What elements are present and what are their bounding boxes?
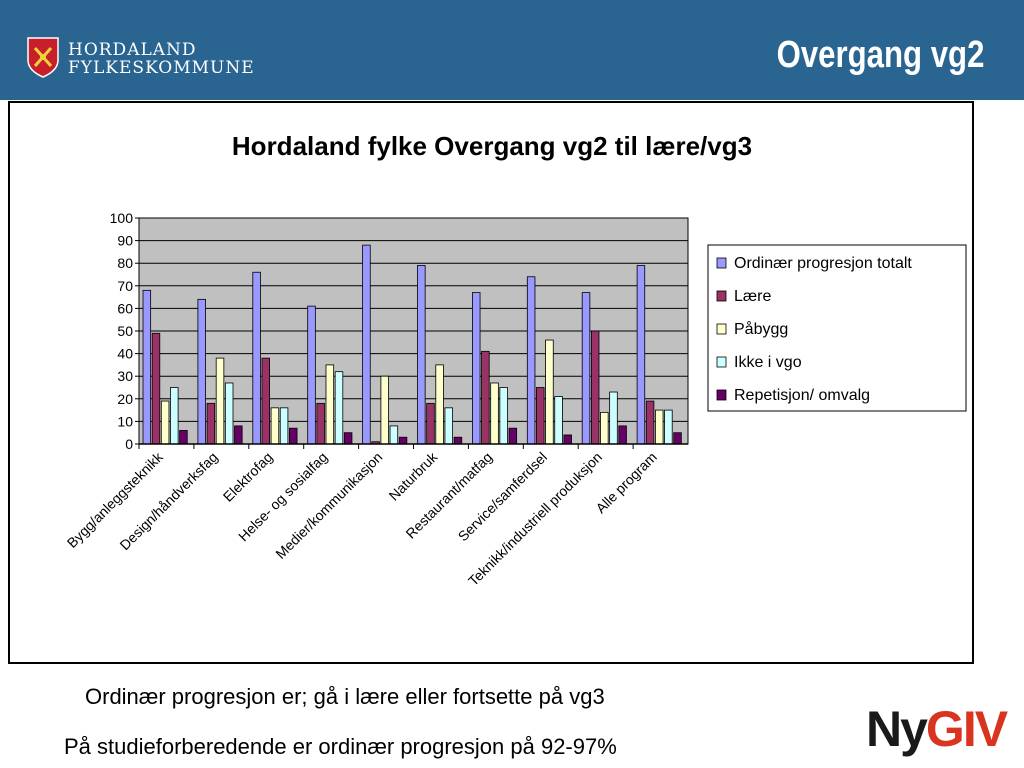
- legend-swatch: [716, 389, 727, 401]
- hordaland-shield-icon: [27, 37, 59, 78]
- x-tick-label: Naturbruk: [386, 448, 441, 503]
- x-tick-label: Design/håndverksfag: [116, 449, 220, 553]
- bar: [609, 391, 618, 445]
- y-tick-label: 80: [117, 255, 133, 271]
- y-tick-label: 100: [110, 210, 134, 226]
- bar: [444, 407, 454, 445]
- bar: [590, 330, 600, 445]
- y-tick-label: 50: [117, 323, 133, 339]
- bar: [261, 357, 270, 445]
- bar: [536, 387, 545, 445]
- legend-label: Repetisjon/ omvalg: [734, 387, 870, 404]
- bar: [673, 432, 682, 445]
- bar: [215, 357, 225, 445]
- legend-label: Ordinær progresjon totalt: [734, 255, 912, 272]
- y-tick-label: 90: [117, 233, 133, 249]
- legend-label: Lære: [734, 288, 771, 305]
- bar-chart: Hordaland fylke Overgang vg2 til lære/vg…: [64, 131, 967, 589]
- y-tick-label: 70: [117, 278, 133, 294]
- bar: [234, 425, 243, 445]
- y-tick-label: 0: [125, 436, 133, 452]
- bar: [160, 400, 170, 445]
- bar: [435, 364, 444, 445]
- bar: [417, 265, 426, 445]
- bar: [600, 411, 609, 445]
- legend-swatch: [716, 356, 727, 368]
- y-tick-label: 60: [117, 300, 133, 316]
- y-axis-ticks: 0 10 20 30 40 50 60 70 80 90 100: [110, 210, 139, 452]
- bar: [206, 402, 216, 445]
- bar: [563, 434, 572, 445]
- bar: [170, 387, 179, 445]
- legend-swatch: [716, 257, 727, 269]
- bar: [224, 382, 234, 445]
- nygiv-logo-part2: GIV: [925, 701, 1008, 757]
- legend-label: Ikke i vgo: [734, 354, 802, 371]
- y-tick-label: 10: [117, 413, 133, 429]
- x-tick-label: Bygg/anleggsteknikk: [64, 448, 167, 551]
- x-tick-label: Elektrofag: [220, 449, 276, 505]
- bar: [398, 436, 408, 445]
- bar: [279, 407, 289, 445]
- bar: [554, 396, 563, 445]
- bar: [307, 305, 316, 445]
- slide-header: HORDALAND FYLKESKOMMUNE Overgang vg2: [0, 0, 1024, 100]
- y-tick-label: 20: [117, 391, 133, 407]
- chart-frame: Hordaland fylke Overgang vg2 til lære/vg…: [8, 101, 974, 664]
- bar: [481, 350, 490, 445]
- slide-title: Overgang vg2: [776, 34, 984, 76]
- legend-swatch: [716, 290, 727, 302]
- bar: [618, 425, 627, 445]
- bar: [151, 332, 161, 445]
- bar: [545, 339, 554, 445]
- y-tick-label: 40: [117, 346, 133, 362]
- bars: [139, 244, 688, 445]
- bar: [490, 382, 499, 445]
- bar: [316, 402, 325, 445]
- legend-box: [707, 244, 967, 412]
- bar: [664, 409, 673, 445]
- legend: Ordinær progresjon totalt Lære Påbygg Ikke …: [707, 244, 967, 412]
- bar: [362, 244, 371, 445]
- bar: [389, 425, 399, 445]
- bar: [655, 409, 664, 445]
- logo-text-line2: FYLKESKOMMUNE: [68, 58, 255, 78]
- bar: [526, 276, 536, 445]
- bar: [288, 427, 298, 445]
- bar: [334, 371, 344, 445]
- caption-line1: Ordinær progresjon er; gå i lære eller f…: [85, 684, 605, 709]
- x-tick-label: Medier/kommunikasjon: [272, 449, 385, 562]
- bar: [142, 289, 152, 445]
- y-tick-label: 30: [117, 368, 133, 384]
- legend-swatch: [716, 323, 727, 335]
- bar: [197, 298, 206, 445]
- bar: [636, 265, 646, 445]
- bar: [270, 407, 280, 445]
- nygiv-logo: NyGIV: [866, 700, 1008, 758]
- bar: [179, 430, 188, 445]
- bar: [343, 432, 353, 445]
- bar: [581, 292, 591, 445]
- chart-title: Hordaland fylke Overgang vg2 til lære/vg…: [232, 131, 752, 161]
- bar: [499, 387, 508, 445]
- nygiv-logo-part1: Ny: [866, 701, 928, 757]
- legend-label: Påbygg: [734, 320, 788, 338]
- logo-text-line1: HORDALAND: [68, 40, 197, 60]
- bar: [508, 427, 518, 445]
- bar: [471, 292, 481, 445]
- bar: [645, 400, 655, 445]
- bar: [453, 436, 463, 445]
- bar: [426, 402, 435, 445]
- caption-line2: På studieforberedende er ordinær progres…: [64, 734, 617, 759]
- bar: [325, 364, 335, 445]
- bar: [252, 271, 261, 445]
- bar: [380, 375, 389, 445]
